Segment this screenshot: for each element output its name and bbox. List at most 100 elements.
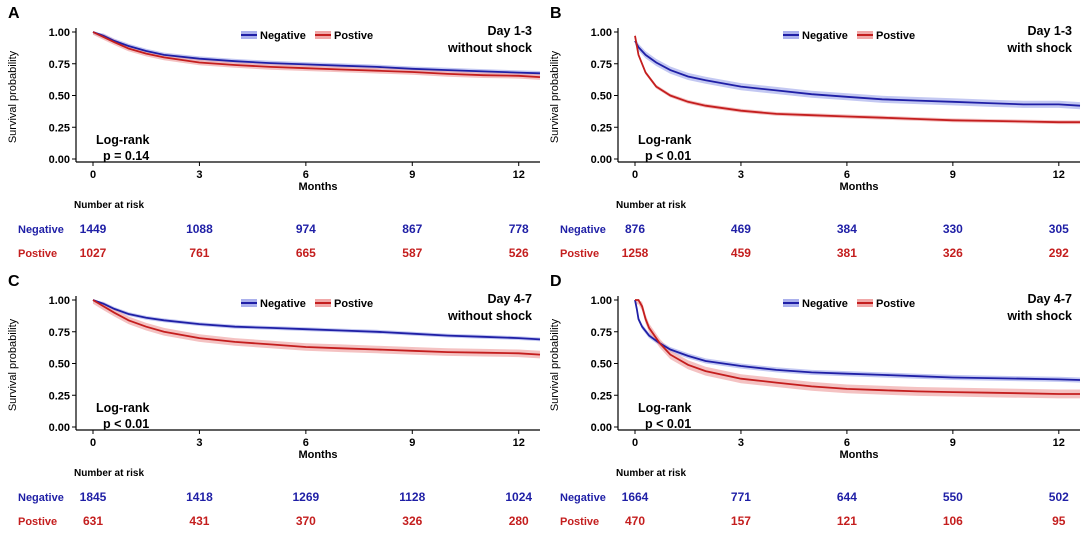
x-tick-label: 9 xyxy=(409,169,415,181)
risk-value: 1027 xyxy=(80,246,107,260)
risk-row-label-negative: Negative xyxy=(560,224,606,236)
risk-table-title: Number at risk xyxy=(74,468,144,479)
risk-value: 1845 xyxy=(80,490,107,504)
risk-row-label-negative: Negative xyxy=(18,224,64,236)
risk-row-label-negative: Negative xyxy=(560,492,606,504)
risk-row-label-postive: Postive xyxy=(18,248,57,260)
logrank-line-2: p < 0.01 xyxy=(645,149,691,163)
y-axis-label: Survival probability xyxy=(7,318,19,411)
survival-curve-postive xyxy=(92,299,541,356)
risk-value: 974 xyxy=(296,222,316,236)
risk-value: 526 xyxy=(509,246,529,260)
survival-curve-postive xyxy=(635,299,1080,395)
panel-title-line-2: with shock xyxy=(1006,41,1072,55)
risk-table-title: Number at risk xyxy=(616,200,686,211)
risk-value: 292 xyxy=(1049,246,1069,260)
x-tick-label: 3 xyxy=(738,169,744,181)
panel-title-line-1: Day 4-7 xyxy=(1028,292,1073,306)
y-tick-label: 0.00 xyxy=(49,422,70,434)
panel-title-line-2: without shock xyxy=(447,41,532,55)
logrank-line-1: Log-rank xyxy=(96,133,150,147)
legend-label-postive: Postive xyxy=(334,298,373,310)
y-tick-label: 1.00 xyxy=(591,295,612,307)
risk-value: 469 xyxy=(731,222,751,236)
panel-title-line-1: Day 1-3 xyxy=(488,24,533,38)
legend-label-postive: Postive xyxy=(876,298,915,310)
x-axis-label: Months xyxy=(839,449,878,461)
y-tick-label: 0.25 xyxy=(591,390,612,402)
risk-value: 280 xyxy=(509,514,529,528)
x-axis-label: Months xyxy=(298,181,337,193)
risk-value: 384 xyxy=(837,222,857,236)
x-tick-label: 6 xyxy=(844,169,850,181)
y-tick-label: 0.50 xyxy=(591,359,612,371)
risk-value: 470 xyxy=(625,514,645,528)
x-tick-label: 12 xyxy=(1053,169,1065,181)
risk-value: 665 xyxy=(296,246,316,260)
y-tick-label: 1.00 xyxy=(49,295,70,307)
risk-value: 867 xyxy=(402,222,422,236)
panel-c: C Survival probability 0.00 0.25 0.50 0.75 1.0… xyxy=(7,273,541,528)
x-tick-label: 3 xyxy=(196,169,202,181)
y-axis-label: Survival probability xyxy=(549,318,561,411)
logrank-line-1: Log-rank xyxy=(96,401,150,415)
y-tick-label: 0.75 xyxy=(49,59,70,71)
risk-value: 1128 xyxy=(399,490,425,504)
risk-value: 157 xyxy=(731,514,751,528)
panel-title-line-2: with shock xyxy=(1006,309,1072,323)
legend-label-negative: Negative xyxy=(260,30,306,42)
y-tick-label: 0.00 xyxy=(591,154,612,166)
x-tick-label: 0 xyxy=(632,437,638,449)
risk-value: 761 xyxy=(189,246,209,260)
y-tick-label: 0.50 xyxy=(49,359,70,371)
y-tick-label: 0.50 xyxy=(49,91,70,103)
risk-value: 1449 xyxy=(80,222,107,236)
risk-value: 330 xyxy=(943,222,963,236)
x-tick-label: 9 xyxy=(409,437,415,449)
risk-value: 778 xyxy=(509,222,529,236)
risk-row-label-postive: Postive xyxy=(560,248,599,260)
risk-value: 550 xyxy=(943,490,963,504)
y-tick-label: 0.75 xyxy=(591,327,612,339)
risk-table-title: Number at risk xyxy=(74,200,144,211)
y-tick-label: 0.00 xyxy=(49,154,70,166)
y-tick-label: 0.75 xyxy=(49,327,70,339)
panel-b: B Survival probability 0.00 0.25 0.50 0.75 1.0… xyxy=(549,5,1081,260)
risk-value: 95 xyxy=(1052,514,1066,528)
logrank-line-2: p < 0.01 xyxy=(103,417,149,431)
risk-row-label-postive: Postive xyxy=(560,516,599,528)
risk-value: 1664 xyxy=(622,490,649,504)
risk-value: 1088 xyxy=(186,222,213,236)
y-axis-label: Survival probability xyxy=(7,50,19,143)
risk-value: 1024 xyxy=(505,490,532,504)
x-tick-label: 6 xyxy=(303,437,309,449)
legend-label-negative: Negative xyxy=(802,298,848,310)
panel-a: A Survival probability 0.00 0.25 0.50 0.75 1.0… xyxy=(7,5,541,260)
x-tick-label: 6 xyxy=(303,169,309,181)
panel-letter: C xyxy=(8,273,20,290)
x-tick-label: 12 xyxy=(1053,437,1065,449)
x-tick-label: 6 xyxy=(844,437,850,449)
panel-letter: A xyxy=(8,5,20,22)
risk-value: 121 xyxy=(837,514,857,528)
risk-value: 305 xyxy=(1049,222,1069,236)
legend-label-negative: Negative xyxy=(260,298,306,310)
risk-value: 1269 xyxy=(293,490,320,504)
logrank-line-1: Log-rank xyxy=(638,401,692,415)
logrank-line-1: Log-rank xyxy=(638,133,692,147)
x-tick-label: 9 xyxy=(950,437,956,449)
y-tick-label: 0.25 xyxy=(49,390,70,402)
risk-value: 370 xyxy=(296,514,316,528)
logrank-line-2: p = 0.14 xyxy=(103,149,149,163)
risk-value: 771 xyxy=(731,490,751,504)
panel-title-line-1: Day 1-3 xyxy=(1028,24,1073,38)
survival-curve-negative xyxy=(634,299,1081,381)
risk-table-title: Number at risk xyxy=(616,468,686,479)
x-tick-label: 12 xyxy=(513,169,525,181)
y-tick-label: 0.75 xyxy=(591,59,612,71)
legend-label-negative: Negative xyxy=(802,30,848,42)
risk-value: 876 xyxy=(625,222,645,236)
panel-d: D Survival probability 0.00 0.25 0.50 0.75 1.0… xyxy=(549,273,1081,528)
x-axis-label: Months xyxy=(839,181,878,193)
